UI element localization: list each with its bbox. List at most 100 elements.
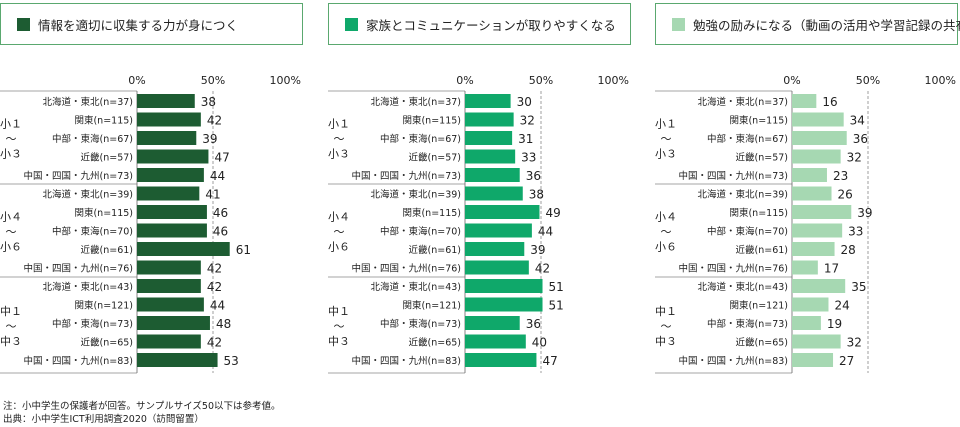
value-label: 23 [833, 169, 848, 183]
legend-box-1: 情報を適切に収集する力が身につく [0, 3, 303, 45]
category-label: 近畿(n=65) [81, 337, 133, 349]
category-label: 関東(n=115) [729, 207, 788, 219]
value-label: 36 [526, 317, 541, 331]
category-label: 中国・四国・九州(n=83) [352, 355, 461, 367]
category-label: 中国・四国・九州(n=73) [24, 170, 133, 182]
group-label: 〜 [334, 133, 345, 146]
bar [792, 223, 843, 238]
group-label: 小３ [655, 148, 677, 161]
value-label: 53 [224, 354, 239, 368]
category-label: 中部・東海(n=73) [707, 318, 788, 330]
bar [137, 353, 218, 367]
axis-tick-label: 100% [598, 74, 629, 87]
bar [792, 242, 835, 256]
value-label: 41 [205, 188, 220, 202]
value-label: 34 [850, 114, 865, 128]
category-label: 近畿(n=65) [409, 337, 461, 349]
value-label: 42 [207, 262, 222, 276]
category-label: 中国・四国・九州(n=83) [679, 355, 788, 367]
bar [465, 260, 529, 275]
category-label: 関東(n=115) [74, 115, 133, 127]
bar [792, 186, 832, 201]
value-label: 40 [532, 336, 547, 350]
group-label: 中３ [655, 335, 677, 348]
bar [465, 205, 540, 219]
bar [465, 112, 514, 127]
category-label: 近畿(n=57) [81, 152, 133, 164]
category-label: 中国・四国・九州(n=76) [679, 263, 788, 275]
value-label: 31 [518, 132, 533, 146]
footnotes: 注：小中学生の保護者が回答。サンプルサイズ50以下は参考値。 出典：小中学生IC… [3, 400, 281, 426]
group-label: 中１ [328, 305, 350, 318]
value-label: 42 [207, 114, 222, 128]
category-label: 北海道・東北(n=43) [371, 281, 461, 293]
bar [792, 94, 817, 108]
bar [792, 260, 818, 275]
bar [465, 297, 543, 312]
value-label: 39 [857, 206, 872, 220]
bar [137, 131, 197, 145]
value-label: 42 [207, 280, 222, 294]
bar [465, 279, 543, 293]
category-label: 近畿(n=57) [736, 152, 788, 164]
chart-panel-2: 家族とコミュニケーションが取りやすくなる 0% 50% 100% 小１ 〜小３ 小４ 〜小６… [328, 0, 633, 427]
bar [465, 94, 511, 108]
group-label: 〜 [6, 226, 17, 239]
value-label: 48 [216, 317, 231, 331]
bar [137, 334, 201, 349]
bar [465, 168, 520, 182]
bar [792, 168, 827, 182]
category-label: 北海道・東北(n=37) [371, 96, 461, 108]
bar [792, 353, 834, 367]
footnote-source: 出典：小中学生ICT利用調査2020（訪問留置） [3, 414, 204, 425]
value-label: 27 [839, 354, 854, 368]
value-label: 42 [207, 336, 222, 350]
axis-tick-label: 0% [456, 74, 473, 87]
group-label: 小３ [328, 148, 350, 161]
category-label: 近畿(n=57) [409, 152, 461, 164]
value-label: 51 [549, 299, 564, 313]
legend-label-3: 勉強の励みになる（動画の活用や学習記録の共有など） [693, 17, 960, 33]
bar [792, 149, 841, 164]
group-label: 〜 [334, 320, 345, 333]
value-label: 39 [202, 132, 217, 146]
bar [465, 242, 525, 256]
group-label: 小１ [0, 118, 22, 131]
footnote-note: 注：小中学生の保護者が回答。サンプルサイズ50以下は参考値。 [3, 401, 281, 412]
legend-swatch-3 [672, 17, 685, 31]
category-label: 中国・四国・九州(n=83) [24, 355, 133, 367]
legend-label-2: 家族とコミュニケーションが取りやすくなる [366, 17, 616, 33]
category-label: 中部・東海(n=67) [52, 133, 133, 145]
category-label: 北海道・東北(n=39) [371, 189, 461, 201]
value-label: 26 [838, 188, 853, 202]
bar [792, 316, 821, 330]
value-label: 47 [214, 151, 229, 165]
category-label: 近畿(n=61) [409, 244, 461, 256]
bar [465, 334, 526, 349]
bar [137, 94, 195, 108]
group-label: 〜 [661, 133, 672, 146]
category-label: 関東(n=121) [729, 300, 788, 312]
axis-tick-label: 100% [270, 74, 301, 87]
legend-swatch-1 [17, 17, 30, 31]
category-label: 中部・東海(n=73) [380, 318, 461, 330]
bar [137, 223, 207, 238]
bar [792, 131, 847, 145]
bar [792, 297, 829, 312]
category-label: 中国・四国・九州(n=76) [24, 263, 133, 275]
category-label: 中部・東海(n=67) [380, 133, 461, 145]
chart-panel-1: 情報を適切に収集する力が身につく 0% 50% 100% 小１ 〜小３ 小４ 〜小６ 中１ 〜中… [0, 0, 305, 427]
bar [137, 186, 200, 201]
value-label: 30 [517, 95, 532, 109]
category-label: 関東(n=115) [74, 207, 133, 219]
bar [792, 334, 841, 349]
bar [465, 149, 516, 164]
value-label: 28 [841, 243, 856, 257]
value-label: 19 [827, 317, 842, 331]
value-label: 17 [824, 262, 839, 276]
value-label: 36 [853, 132, 868, 146]
bar [137, 205, 207, 219]
bar [792, 205, 852, 219]
category-label: 関東(n=115) [402, 207, 461, 219]
